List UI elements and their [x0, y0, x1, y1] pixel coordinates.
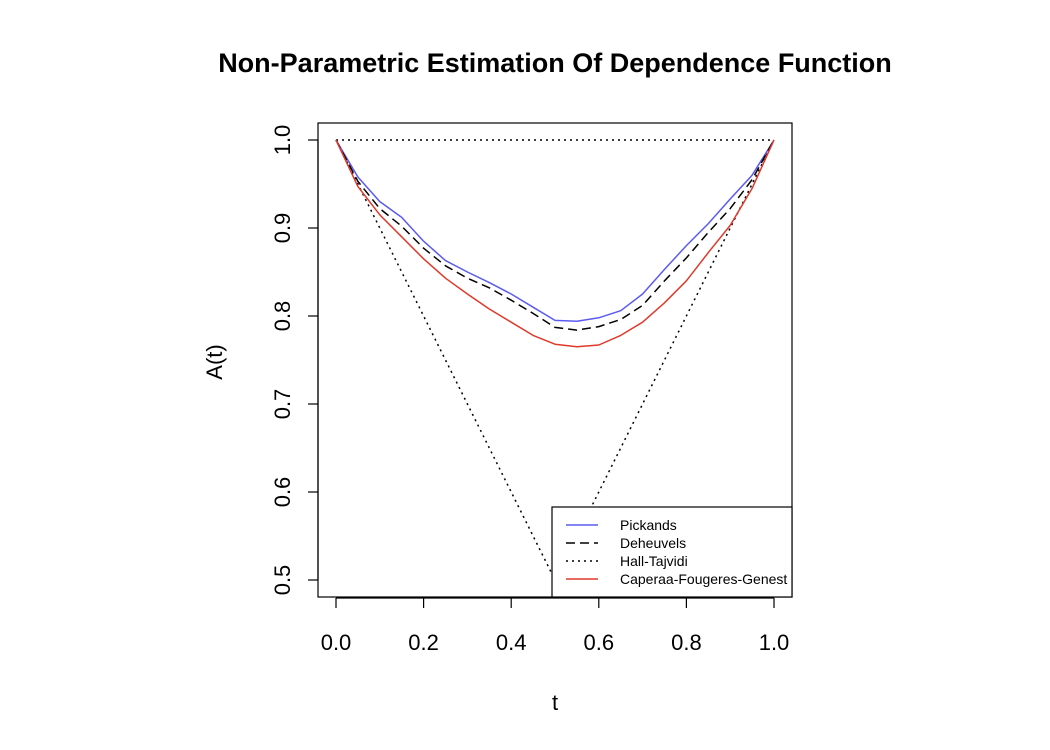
y-tick-label: 0.7 — [270, 389, 295, 420]
legend: Pickands Deheuvels Hall-Tajvidi Caperaa-Fou… — [551, 506, 793, 598]
y-tick-label: 0.8 — [270, 301, 295, 332]
y-tick-label: 0.9 — [270, 213, 295, 244]
plot-lines — [335, 139, 775, 582]
series-line-caperaa-fougeres-genest — [335, 139, 775, 348]
x-tick-label: 0.6 — [584, 630, 615, 655]
y-tick-label: 1.0 — [270, 125, 295, 156]
legend-label: Caperaa-Fougeres-Genest — [620, 571, 787, 587]
legend-box — [551, 506, 793, 598]
x-tick-label: 0.2 — [408, 630, 439, 655]
series-line-pickands — [335, 139, 775, 323]
x-tick-label: 1.0 — [759, 630, 790, 655]
chart-title: Non-Parametric Estimation Of Dependence … — [218, 48, 892, 78]
x-axis: 0.0 0.2 0.4 0.6 0.8 1.0 — [321, 597, 790, 655]
x-tick-label: 0.0 — [321, 630, 352, 655]
x-axis-label: t — [552, 690, 558, 715]
legend-label: Hall-Tajvidi — [620, 553, 688, 569]
legend-label: Deheuvels — [620, 535, 686, 551]
y-axis: 0.5 0.6 0.7 0.8 0.9 1.0 — [270, 125, 319, 596]
x-tick-label: 0.8 — [671, 630, 702, 655]
x-tick-label: 0.4 — [496, 630, 527, 655]
series-line-deheuvels — [335, 139, 775, 331]
legend-label: Pickands — [620, 517, 677, 533]
y-axis-label: A(t) — [202, 344, 227, 379]
series-bound-hall-tajvidi — [335, 139, 775, 582]
y-tick-label: 0.5 — [270, 565, 295, 596]
y-tick-label: 0.6 — [270, 477, 295, 508]
